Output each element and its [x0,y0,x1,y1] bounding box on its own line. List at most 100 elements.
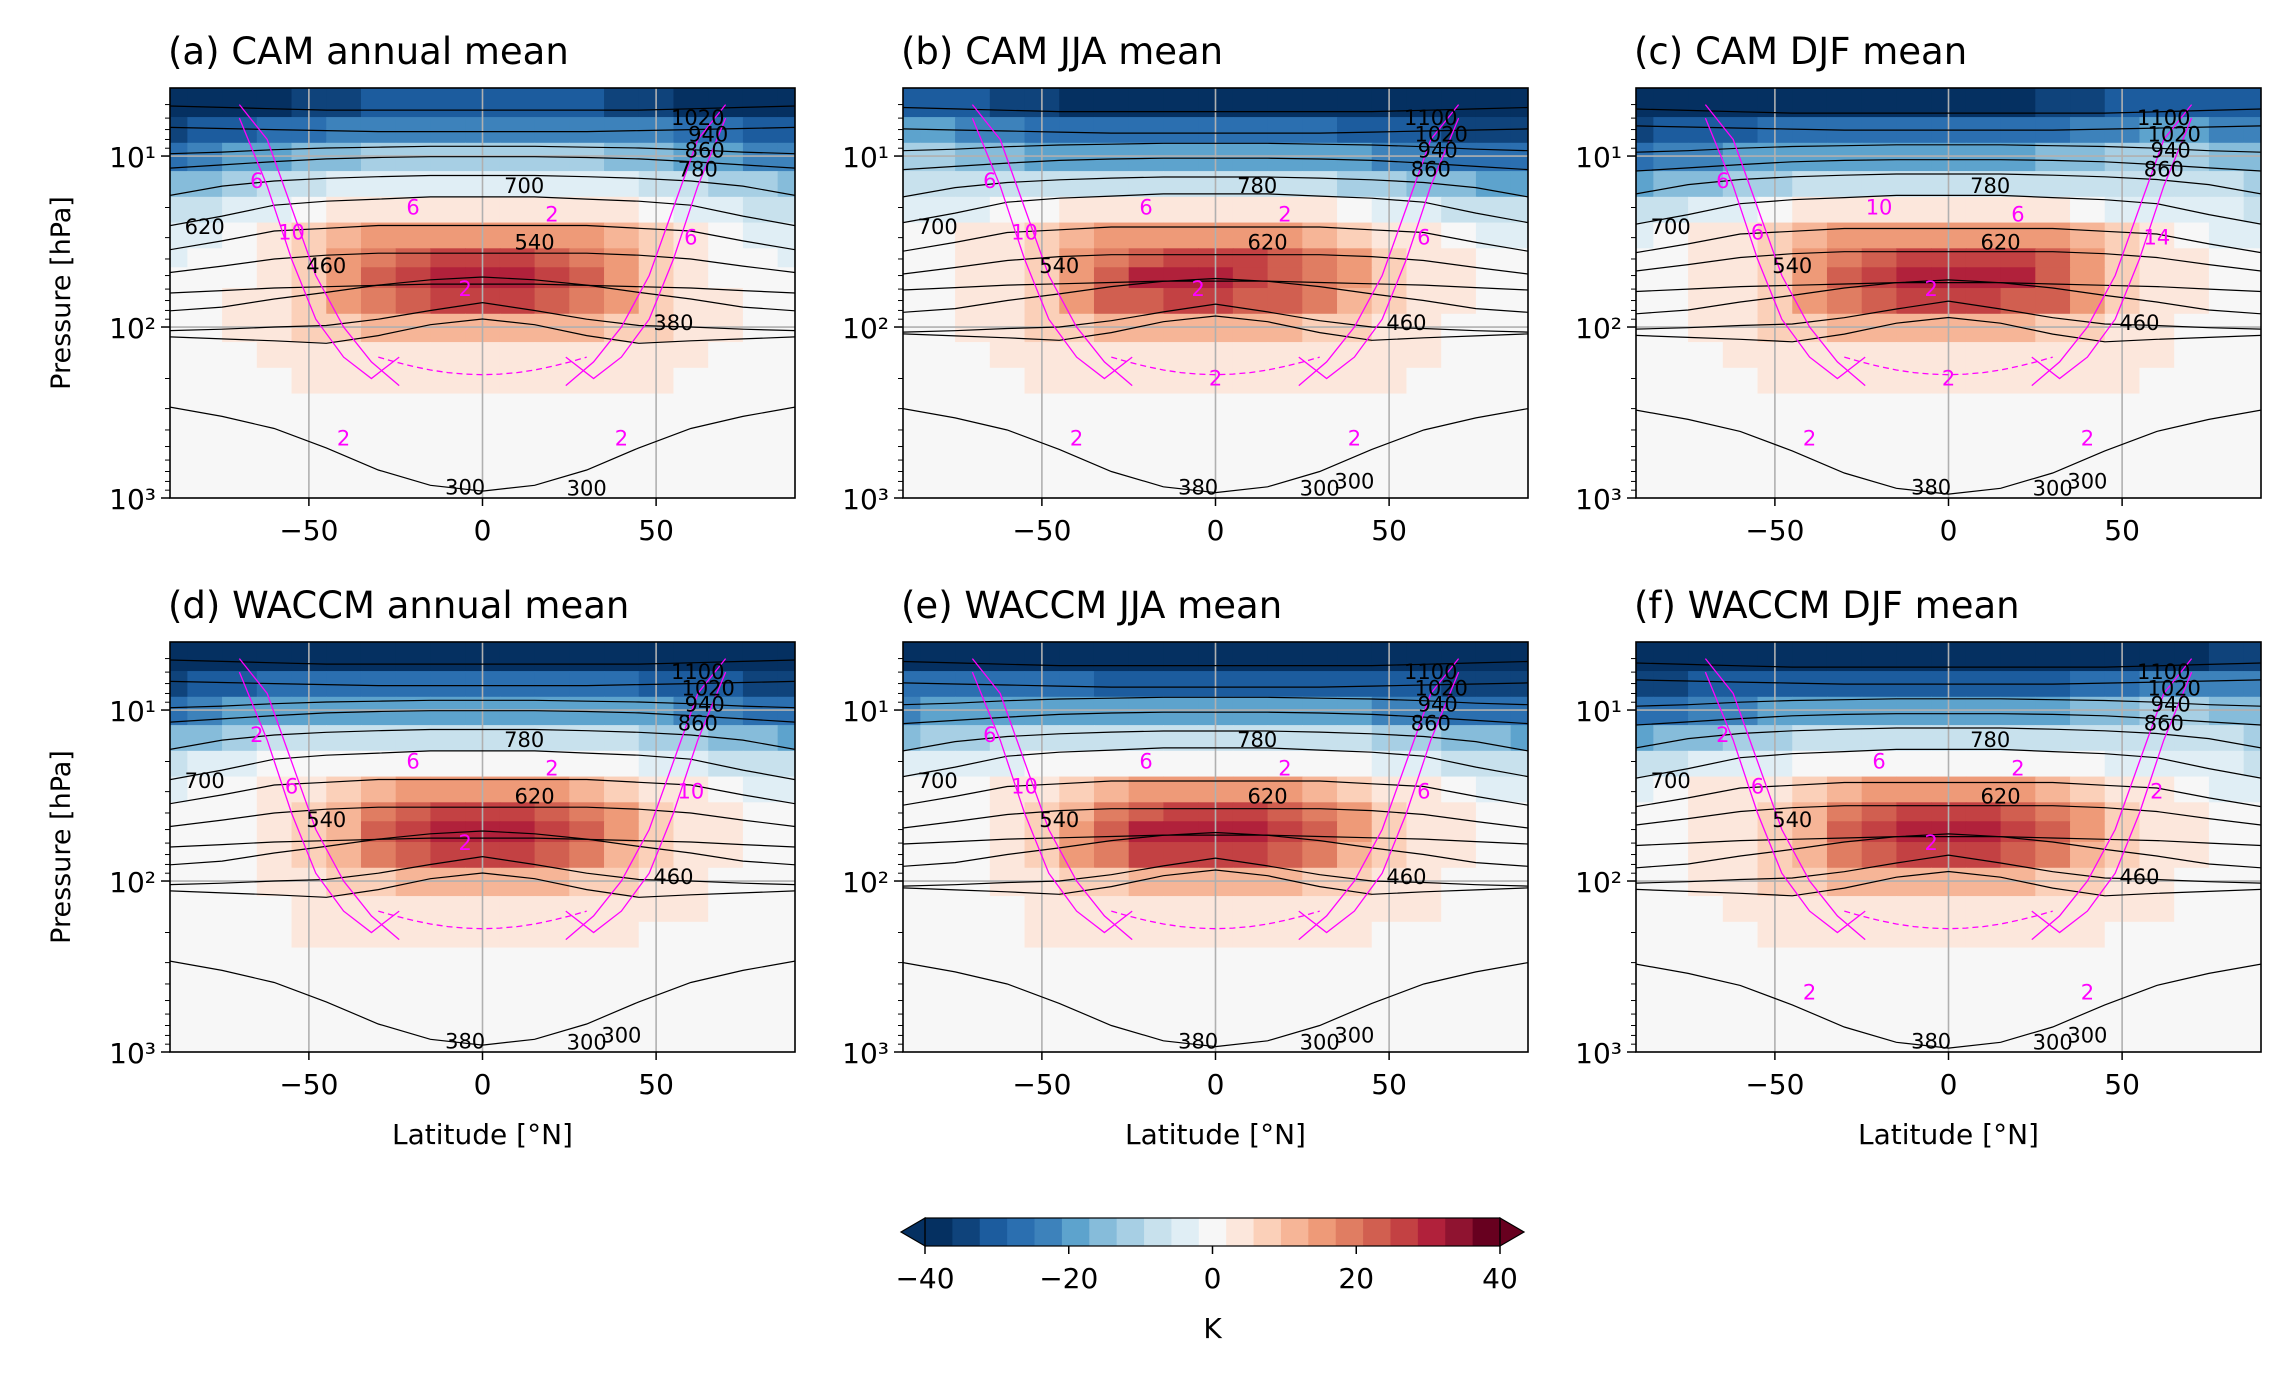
y-tick-label: 10¹ [842,695,889,728]
black-contour-line [903,408,1528,494]
heatmap-cell [326,821,362,843]
heatmap-cell [1861,342,1898,369]
black-contour-label: 1020 [1414,677,1467,701]
magenta-contour-label: 2 [545,203,558,227]
heatmap-cell [1093,750,1130,778]
heatmap-cell [569,842,605,869]
heatmap-cell [1337,142,1373,172]
black-contour-label: 540 [1772,808,1812,832]
heatmap-cell [430,472,466,498]
heatmap-cell [1826,222,1863,249]
heatmap-cell [326,1026,362,1052]
heatmap-cell [920,222,956,249]
heatmap-cell [2139,981,2175,1027]
heatmap-cell [360,222,397,249]
heatmap-cell [1441,472,1477,498]
heatmap-cell [222,947,258,983]
heatmap-cell [430,196,466,224]
heatmap-cell [708,896,744,923]
heatmap-cell [1337,725,1373,752]
heatmap-cell [1441,842,1477,869]
heatmap-cell [742,696,779,726]
heatmap-cell [1792,947,1828,983]
heatmap-cell [2139,642,2175,672]
heatmap-cell [1965,921,2002,949]
heatmap-cell [1267,427,1303,473]
heatmap-cell [1475,802,1512,822]
heatmap-cell [1267,981,1303,1027]
heatmap-cell [742,921,779,949]
heatmap-cell [2000,1026,2036,1052]
heatmap-cell [1163,947,1199,983]
heatmap-cell [673,921,709,949]
magenta-contour-label: 6 [1417,226,1430,250]
heatmap-cell [1861,472,1898,498]
heatmap-cell [1653,342,1689,369]
heatmap-cell [170,313,188,343]
heatmap-cell [187,671,223,698]
heatmap-cell [1337,222,1373,249]
heatmap-cell [1688,288,1724,315]
heatmap-cell [1861,867,1898,897]
heatmap-cell [1826,947,1863,983]
heatmap-cell [2208,88,2245,118]
black-contour-line [903,157,1528,171]
heatmap-cell [777,750,795,778]
black-contour-line [903,303,1528,333]
heatmap-cell [395,88,432,118]
heatmap-cell [256,472,293,498]
x-tick-label: 50 [1371,1068,1407,1101]
heatmap-cell [256,248,293,268]
x-axis-label: Latitude [°N] [392,1118,573,1151]
heatmap-cell [534,288,570,315]
heatmap-cell [903,367,921,395]
heatmap-cell [170,142,188,172]
heatmap-cell [1406,821,1442,843]
heatmap-cell [222,896,258,923]
heatmap-cell [170,867,188,897]
heatmap-cell [1441,981,1477,1027]
heatmap-cell [1510,642,1528,672]
heatmap-cell [430,802,466,822]
y-tick-label: 10³ [842,1037,889,1070]
colorbar-label: K [1203,1312,1222,1345]
heatmap-cell [1093,117,1130,144]
x-tick-label: 0 [474,514,492,547]
heatmap-cell [222,427,258,473]
heatmap-cell [1792,981,1828,1027]
x-tick-label: 0 [1207,514,1225,547]
heatmap-cell [1232,427,1269,473]
heatmap-cell [955,1026,991,1052]
heatmap-cell [1965,222,2002,249]
heatmap-cell [1128,696,1165,726]
heatmap-cell [2208,472,2245,498]
heatmap-cell [2208,142,2245,172]
magenta-contour-line [238,104,400,387]
heatmap-cell [2174,427,2210,473]
heatmap-cell [903,802,921,822]
heatmap-cell [1510,342,1528,369]
black-contour-label: 620 [1248,230,1288,254]
black-contour-label: 300 [2067,1023,2107,1047]
black-contour-line [903,730,1528,752]
heatmap-cell [430,867,466,897]
heatmap-cell [673,981,709,1027]
heatmap-cell [1441,821,1477,843]
heatmap-cell [1965,802,2002,822]
heatmap-cell [1267,196,1303,224]
heatmap-cell [499,427,536,473]
heatmap-cell [1059,196,1095,224]
heatmap-cell [1510,842,1528,869]
heatmap-cell [1896,313,1932,343]
heatmap-cell [1059,802,1095,822]
heatmap-cell [569,267,605,289]
magenta-contour-label: 2 [1924,831,1937,855]
heatmap-cell [1688,776,1724,803]
heatmap-cell [1093,981,1130,1027]
black-contour-label: 460 [1386,311,1426,335]
heatmap-cell [1302,472,1338,498]
black-contour-label: 300 [567,1031,607,1055]
heatmap-cell [673,776,709,803]
heatmap-cell [2000,776,2036,803]
heatmap-cell [1267,88,1303,118]
